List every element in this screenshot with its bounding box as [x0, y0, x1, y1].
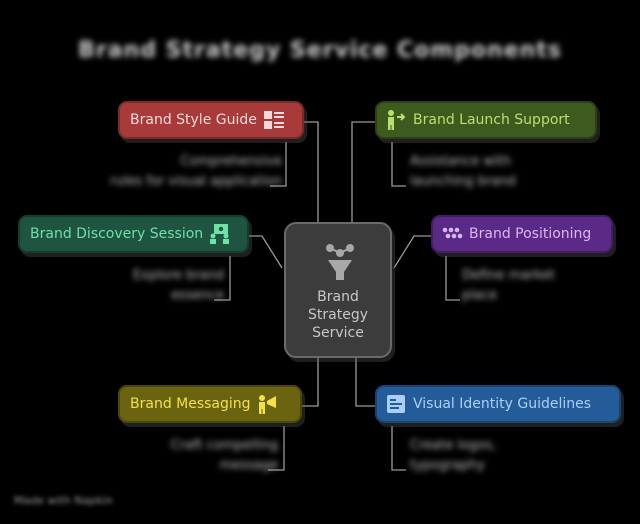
node-label: Brand Launch Support [413, 112, 570, 128]
funnel-network-icon [322, 242, 358, 287]
node-brand-discovery-session: Brand Discovery Session [18, 215, 249, 253]
node-label: Brand Discovery Session [30, 226, 204, 242]
connector-visual [355, 358, 376, 407]
center-label: Brand Strategy Service [308, 289, 368, 341]
launch-icon [385, 109, 407, 131]
description-discovery: Explore brand essence [133, 268, 224, 303]
bracket-discovery [214, 256, 231, 301]
description-launch: Assistance with launching brand [410, 154, 516, 189]
messaging-icon [257, 393, 279, 415]
description-positioning: Define market place [462, 268, 555, 303]
positioning-icon [441, 223, 463, 245]
bracket-positioning [445, 256, 460, 301]
description-style-guide: Comprehensive rules for visual applicati… [110, 154, 282, 189]
center-node-brand-strategy-service: Brand Strategy Service [284, 222, 392, 358]
connector-messaging [300, 358, 319, 407]
node-label: Brand Style Guide [130, 112, 257, 128]
node-brand-messaging: Brand Messaging [118, 385, 302, 423]
connector-launch [351, 121, 376, 222]
description-messaging: Craft compelling message [170, 438, 278, 473]
connector-positioning [393, 235, 432, 269]
bracket-style-guide [270, 142, 287, 187]
watermark: Made with Napkin [14, 494, 113, 507]
node-label: Visual Identity Guidelines [413, 396, 592, 412]
diagram-title: Brand Strategy Service Components [78, 38, 562, 63]
connector-discovery [248, 235, 283, 269]
node-label: Brand Messaging [130, 396, 251, 412]
discovery-icon [209, 223, 231, 245]
node-label: Brand Positioning [469, 226, 592, 242]
connector-style-guide [303, 121, 319, 222]
node-brand-launch-support: Brand Launch Support [375, 101, 597, 139]
bracket-visual [391, 426, 406, 471]
description-visual: Create logos, typography [410, 438, 497, 473]
style-guide-icon [263, 109, 285, 131]
bracket-launch [391, 142, 406, 187]
node-brand-positioning: Brand Positioning [431, 215, 613, 253]
visual-identity-icon [385, 393, 407, 415]
bracket-messaging [268, 426, 285, 471]
node-brand-style-guide: Brand Style Guide [118, 101, 304, 139]
node-visual-identity-guidelines: Visual Identity Guidelines [375, 385, 621, 423]
